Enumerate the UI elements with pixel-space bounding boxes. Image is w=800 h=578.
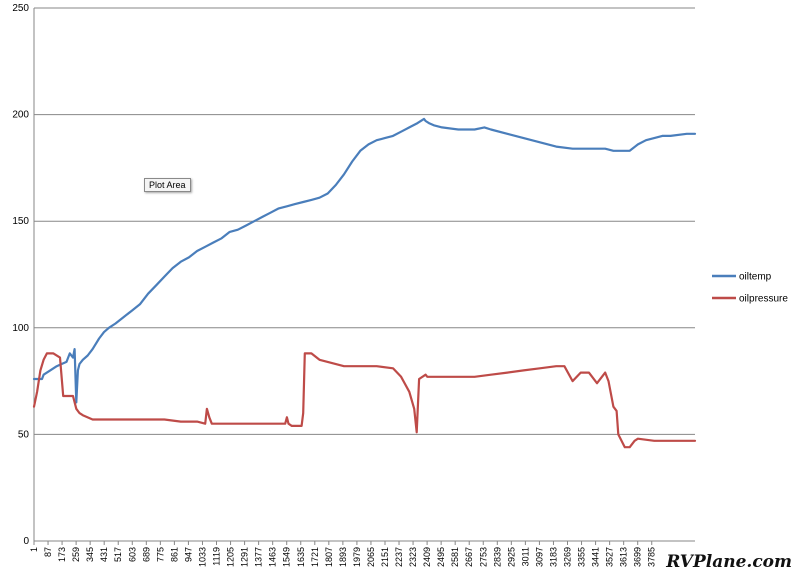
x-tick-label: 3785: [647, 547, 657, 567]
x-tick-label: 1979: [352, 547, 362, 567]
series-lines: [32, 117, 697, 449]
x-axis-ticks: 1 87 173 259 345 431 517 603 689 775 861 947 1033 111…: [29, 541, 657, 567]
x-tick-label: 1033: [197, 547, 207, 567]
x-tick-label: 3613: [619, 547, 629, 567]
x-tick-label: 1635: [296, 547, 306, 567]
x-tick-label: 1377: [254, 547, 264, 567]
x-tick-label: 259: [71, 547, 81, 562]
x-tick-label: 1893: [338, 547, 348, 567]
x-tick-label: 87: [43, 547, 53, 557]
x-tick-label: 1463: [268, 547, 278, 567]
x-tick-label: 3097: [534, 547, 544, 567]
x-tick-label: 173: [57, 547, 67, 562]
x-tick-label: 2839: [492, 547, 502, 567]
series-line-oiltemp: [32, 117, 697, 404]
x-tick-label: 1549: [282, 547, 292, 567]
x-tick-label: 2409: [422, 547, 432, 567]
x-tick-label: 2237: [394, 547, 404, 567]
x-tick-label: 2925: [506, 547, 516, 567]
x-tick-label: 2753: [478, 547, 488, 567]
x-tick-label: 2667: [464, 547, 474, 567]
x-tick-label: 3441: [591, 547, 601, 567]
x-tick-label: 3527: [605, 547, 615, 567]
x-tick-label: 3011: [520, 547, 530, 566]
x-tick-label: 1291: [240, 547, 250, 567]
x-tick-label: 2151: [380, 547, 390, 567]
y-tick-label: 100: [12, 323, 29, 334]
site-watermark: RVPlane.com: [666, 552, 792, 572]
x-tick-label: 775: [155, 547, 165, 562]
legend-label-oilpressure: oilpressure: [739, 294, 788, 305]
x-tick-label: 431: [99, 547, 109, 562]
x-tick-label: 2495: [436, 547, 446, 567]
x-tick-label: 3699: [633, 547, 643, 567]
y-axis-ticks: 0 50 100 150 200 250: [12, 3, 29, 547]
gridlines: [34, 7, 695, 435]
legend-label-oiltemp: oiltemp: [739, 272, 772, 283]
series-line-oilpressure: [32, 352, 697, 449]
axes: [33, 8, 695, 542]
x-tick-label: 517: [113, 547, 123, 562]
x-tick-label: 603: [127, 547, 137, 562]
x-tick-label: 3183: [548, 547, 558, 567]
x-tick-label: 345: [85, 547, 95, 562]
x-tick-label: 1721: [310, 547, 320, 567]
x-tick-label: 1205: [226, 547, 236, 567]
x-tick-label: 2323: [408, 547, 418, 567]
x-tick-label: 947: [183, 547, 193, 562]
x-tick-label: 689: [141, 547, 151, 562]
x-tick-label: 1807: [324, 547, 334, 567]
plot-area-tooltip: Plot Area: [144, 178, 191, 192]
y-tick-label: 250: [12, 3, 29, 14]
legend: oiltemp oilpressure: [712, 272, 788, 305]
y-tick-label: 150: [12, 216, 29, 227]
x-tick-label: 861: [169, 547, 179, 562]
y-tick-label: 50: [18, 429, 30, 440]
x-tick-label: 2065: [366, 547, 376, 567]
x-tick-label: 1: [29, 547, 39, 552]
y-tick-label: 200: [12, 110, 29, 121]
x-tick-label: 1119: [212, 547, 222, 566]
y-tick-label: 0: [23, 536, 29, 547]
x-tick-label: 3355: [577, 547, 587, 567]
x-tick-label: 2581: [450, 547, 460, 567]
x-tick-label: 3269: [563, 547, 573, 567]
